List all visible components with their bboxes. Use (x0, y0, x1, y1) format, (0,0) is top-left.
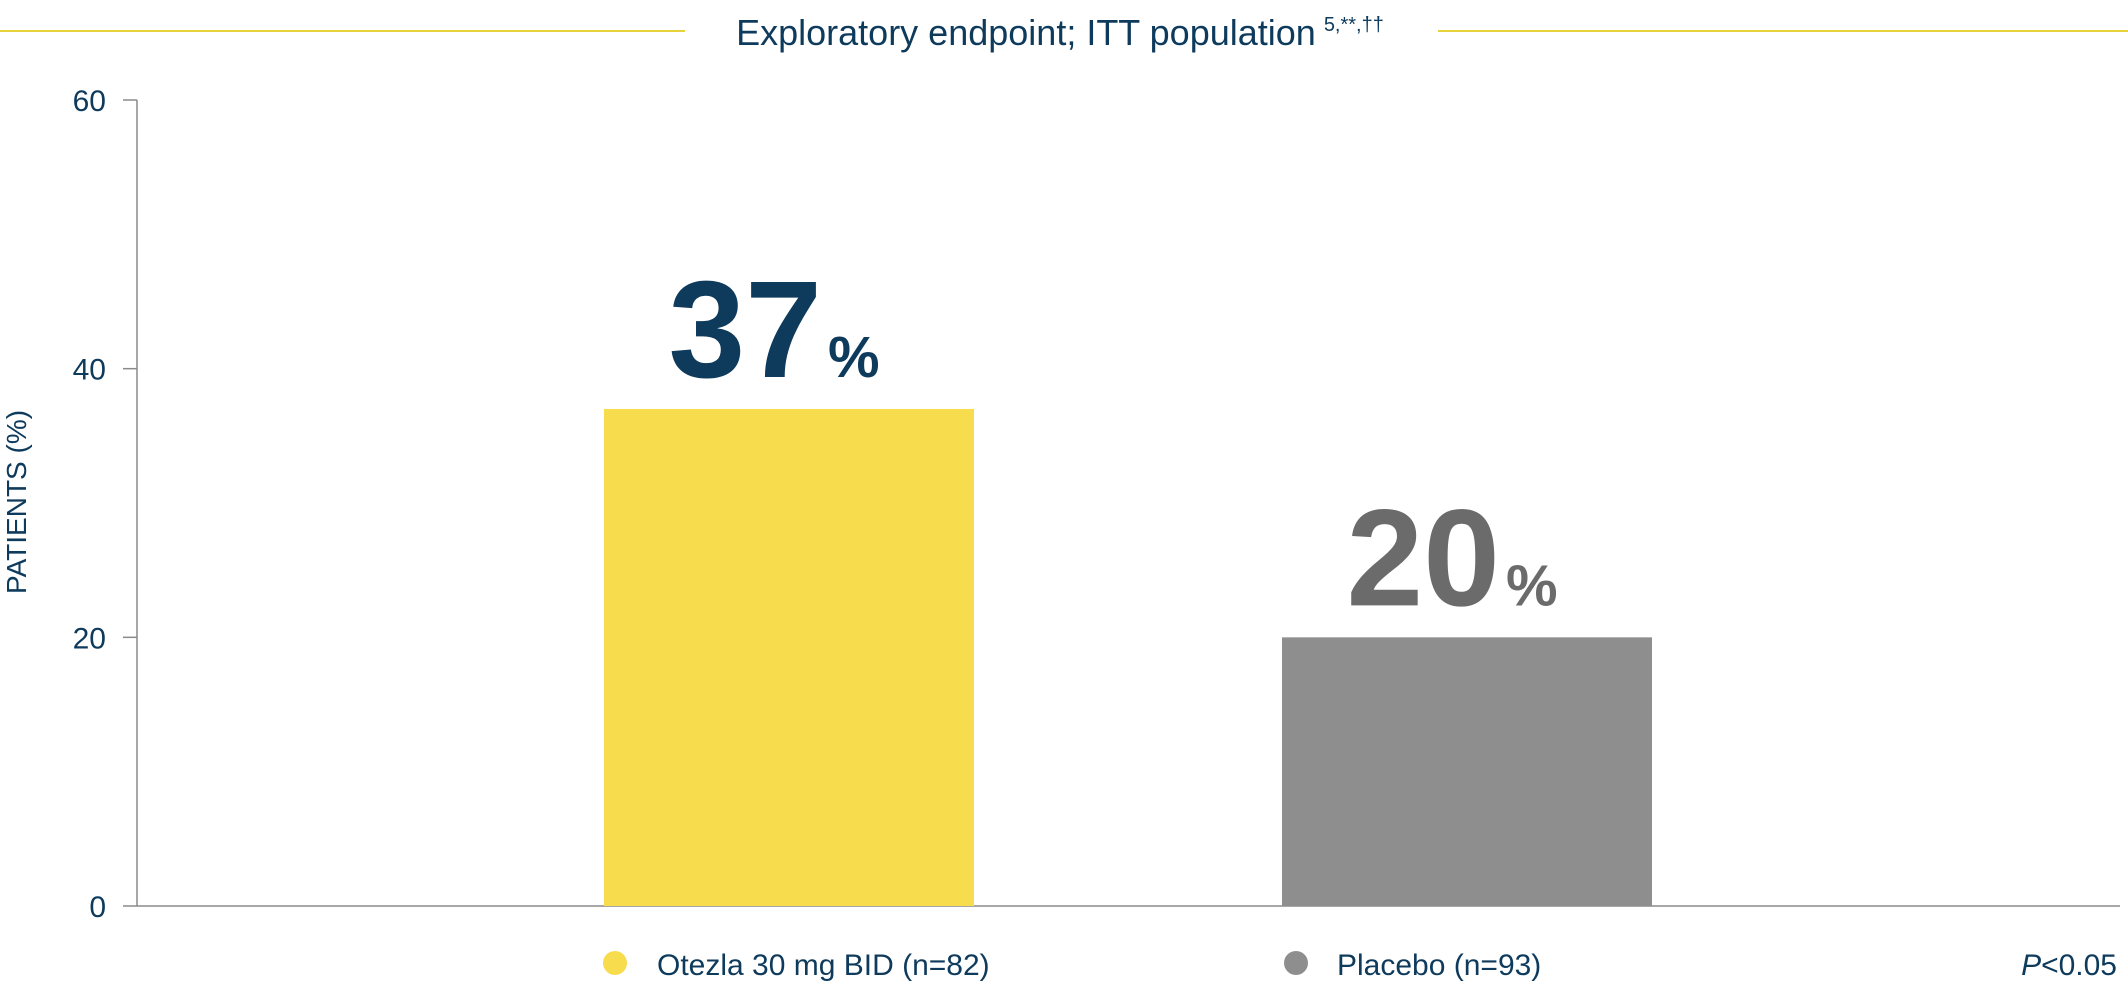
bar (604, 408, 974, 906)
bar (1282, 637, 1652, 906)
bar-data-label: 20% (1346, 481, 1557, 635)
chart-title: Exploratory endpoint; ITT population 5,**… (736, 12, 1384, 53)
legend-swatch-otezla (603, 951, 627, 975)
y-axis-label: PATIENTS (%) (1, 410, 32, 594)
y-tick-label: 40 (73, 354, 106, 387)
y-tick-label: 20 (73, 622, 106, 655)
p-value-annotation: P<0.05 (2021, 949, 2117, 982)
legend-label-otezla: Otezla 30 mg BID (n=82) (657, 949, 990, 982)
title-superscript: 5,**,†† (1324, 14, 1384, 36)
y-tick-label: 0 (89, 891, 106, 924)
legend-label-placebo: Placebo (n=93) (1337, 949, 1541, 982)
legend-swatch-placebo (1284, 951, 1308, 975)
y-tick-label: 60 (73, 85, 106, 118)
bar-data-label: 37% (668, 253, 879, 407)
